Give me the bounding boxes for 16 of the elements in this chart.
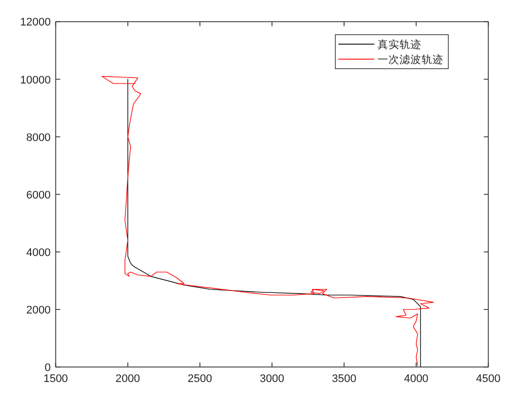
x-tick-label: 4500	[476, 373, 501, 385]
x-tick-label: 3500	[332, 373, 356, 385]
x-tick-label: 3000	[260, 373, 284, 385]
y-tick-label: 8000	[26, 132, 51, 144]
x-tick-label: 4000	[404, 373, 428, 385]
y-tick-label: 0	[44, 362, 51, 374]
legend-label: 一次滤波轨迹	[377, 53, 444, 66]
y-tick-label: 4000	[26, 246, 51, 259]
y-tick-label: 12000	[20, 16, 51, 29]
y-tick-label: 6000	[26, 189, 51, 202]
y-tick-label: 10000	[20, 74, 51, 86]
x-tick-label: 2000	[116, 373, 140, 385]
x-tick-label: 2500	[188, 373, 212, 385]
legend-label: 真实轨迹	[377, 38, 422, 52]
x-tick-label: 1500	[43, 373, 68, 385]
y-tick-label: 2000	[26, 304, 51, 316]
